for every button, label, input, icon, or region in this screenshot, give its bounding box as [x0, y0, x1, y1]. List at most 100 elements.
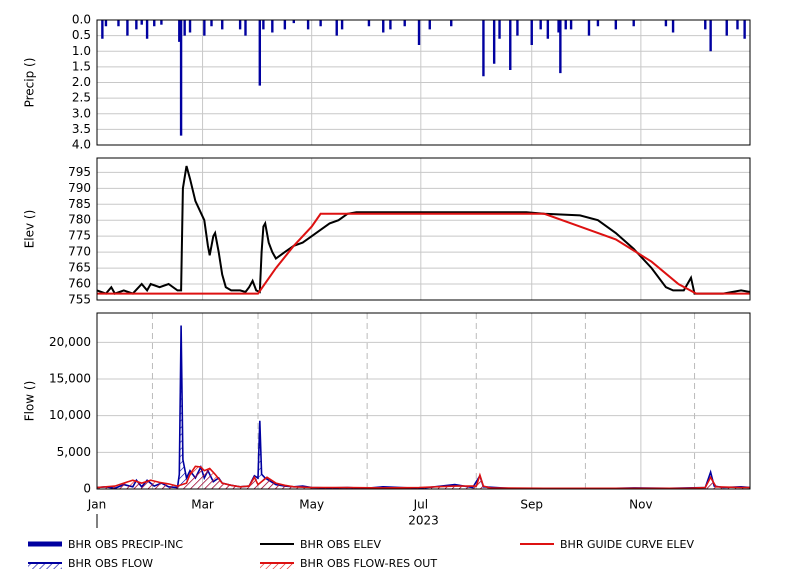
bar — [743, 20, 746, 39]
x-tick-label: Sep — [520, 498, 543, 512]
legend-label: BHR OBS PRECIP-INC — [68, 538, 183, 551]
y-tick-label: 775 — [68, 229, 91, 243]
bar — [258, 20, 262, 86]
bar — [335, 20, 338, 36]
bar — [319, 20, 322, 27]
line — [96, 465, 750, 490]
bar — [498, 20, 501, 39]
y-tick-label: 15,000 — [49, 372, 91, 386]
area — [97, 466, 750, 489]
y-tick-label: 785 — [68, 197, 91, 211]
bar — [340, 20, 344, 30]
bar — [546, 20, 550, 39]
y-tick-label: 0.5 — [72, 28, 91, 42]
legend-swatch-fill — [260, 563, 294, 569]
bar — [509, 20, 512, 70]
bar — [539, 20, 542, 30]
y-tick-label: 0.0 — [72, 13, 91, 27]
x-axis-label: 2023 — [408, 514, 439, 528]
x-tick-label: Nov — [629, 498, 652, 512]
y-tick-label: 4.0 — [72, 138, 91, 152]
bar — [238, 20, 242, 30]
legend-label: BHR OBS FLOW-RES OUT — [300, 557, 437, 570]
bar — [262, 20, 265, 30]
line — [97, 212, 750, 295]
y-axis-label: Elev () — [23, 210, 37, 249]
bar — [614, 20, 618, 30]
bar — [557, 20, 560, 33]
bar — [203, 20, 206, 36]
legend-swatch-fill — [28, 563, 62, 569]
y-tick-label: 755 — [68, 293, 91, 307]
y-tick-label: 770 — [68, 245, 91, 259]
bar — [664, 20, 668, 27]
line — [96, 325, 751, 490]
legend-label: BHR OBS FLOW — [68, 557, 153, 570]
y-tick-label: 5,000 — [57, 445, 91, 459]
bar — [417, 20, 421, 45]
bar — [188, 20, 192, 33]
y-tick-label: 760 — [68, 277, 91, 291]
bar — [596, 20, 600, 27]
legend: BHR OBS PRECIP-INC BHR OBS ELEV BHR GUIDE … — [28, 538, 694, 570]
x-tick-label: May — [299, 498, 324, 512]
bar — [516, 20, 519, 36]
bar — [403, 20, 406, 27]
bar — [183, 20, 186, 36]
y-tick-label: 780 — [68, 213, 91, 227]
bar — [587, 20, 591, 36]
plot-frame — [96, 157, 751, 301]
bar — [179, 20, 183, 136]
bar — [559, 20, 562, 74]
bar — [117, 20, 120, 27]
y-tick-label: 3.0 — [72, 106, 91, 120]
bar — [704, 20, 707, 30]
bar — [306, 20, 310, 30]
y-tick-label: 0 — [83, 482, 91, 496]
bar — [725, 20, 728, 36]
area — [97, 325, 750, 489]
bar — [382, 20, 385, 33]
bar — [126, 20, 129, 36]
y-axis-label: Flow () — [23, 381, 37, 422]
bar — [178, 20, 181, 42]
y-tick-label: 20,000 — [49, 335, 91, 349]
y-tick-label: 2.5 — [72, 91, 91, 105]
y-tick-label: 795 — [68, 165, 91, 179]
bar — [271, 20, 274, 33]
plot-frame — [96, 312, 751, 490]
legend-label: BHR GUIDE CURVE ELEV — [560, 538, 694, 551]
x-tick-label: Mar — [191, 498, 214, 512]
y-tick-label: 10,000 — [49, 408, 91, 422]
bar — [101, 20, 104, 39]
bar — [736, 20, 739, 30]
bar — [671, 20, 675, 33]
bar — [153, 20, 156, 27]
y-tick-label: 1.5 — [72, 59, 91, 73]
bar — [450, 20, 453, 27]
bar — [632, 20, 635, 27]
bar — [283, 20, 287, 30]
legend-label: BHR OBS ELEV — [300, 538, 381, 551]
bar — [709, 20, 712, 52]
bar — [160, 20, 163, 25]
y-axis-label: Precip () — [23, 58, 37, 108]
bar — [210, 20, 213, 27]
x-tick-label: Jan — [87, 498, 107, 512]
bar — [482, 20, 485, 77]
bar — [492, 20, 496, 64]
plot-frame — [96, 19, 751, 146]
y-tick-label: 2.0 — [72, 75, 91, 89]
y-tick-label: 3.5 — [72, 122, 91, 136]
bar — [140, 20, 143, 25]
bar — [530, 20, 533, 45]
bar — [428, 20, 431, 30]
x-tick-label: Jul — [413, 498, 428, 512]
bar — [145, 20, 149, 39]
bar — [244, 20, 247, 36]
bar — [367, 20, 371, 27]
bar — [389, 20, 392, 30]
y-tick-label: 790 — [68, 181, 91, 195]
y-tick-label: 765 — [68, 261, 91, 275]
